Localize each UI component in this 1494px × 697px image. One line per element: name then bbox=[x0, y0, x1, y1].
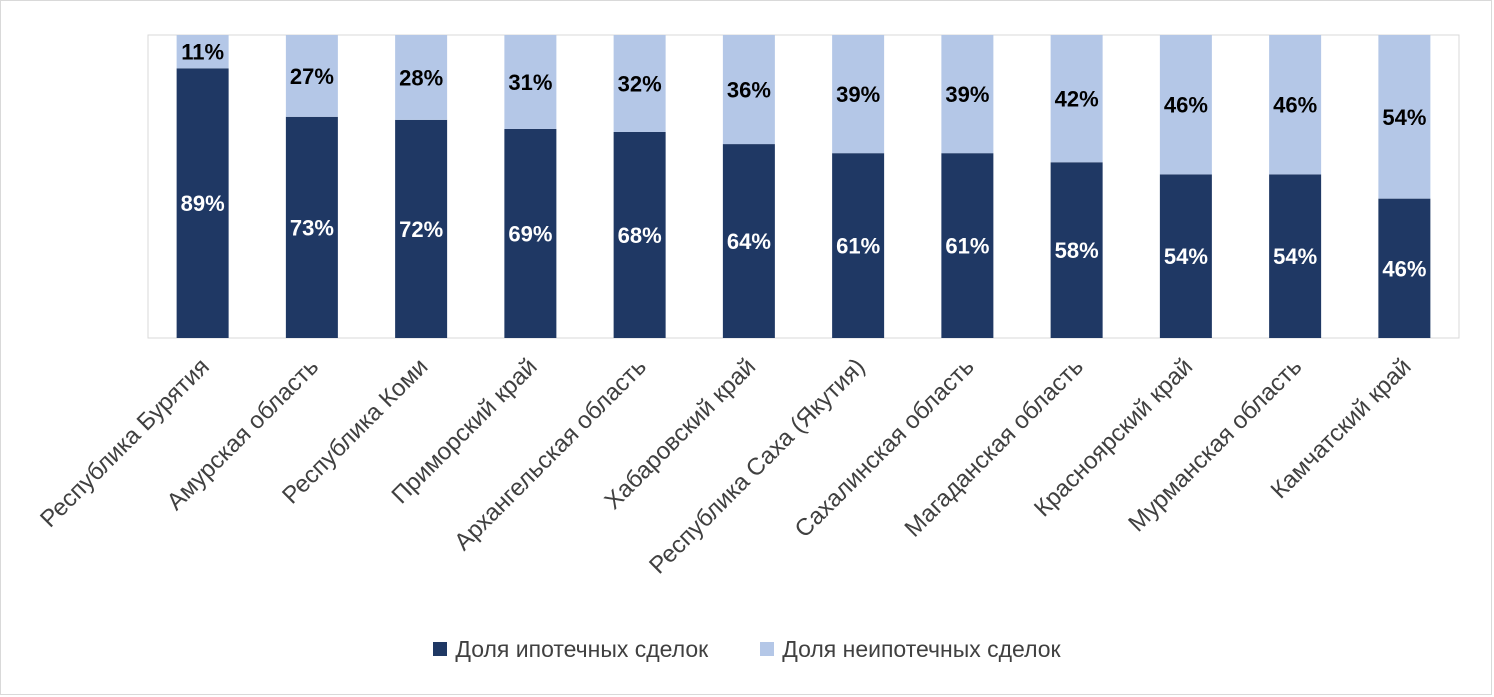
data-label-non-mortgage-2: 28% bbox=[399, 65, 443, 90]
legend-item-non-mortgage: Доля неипотечных сделок bbox=[760, 635, 1061, 663]
data-label-mortgage-6: 61% bbox=[836, 234, 880, 259]
data-label-mortgage-4: 68% bbox=[618, 223, 662, 248]
bar-mortgage-6 bbox=[832, 153, 885, 338]
data-label-non-mortgage-3: 31% bbox=[508, 70, 552, 95]
bar-non-mortgage-5 bbox=[722, 35, 775, 145]
bar-mortgage-5 bbox=[722, 144, 775, 338]
bar-mortgage-9 bbox=[1159, 174, 1212, 338]
legend-label-mortgage: Доля ипотечных сделок bbox=[455, 635, 709, 662]
legend-swatch-mortgage bbox=[433, 642, 448, 656]
category-label-7: Сахалинская область bbox=[790, 353, 980, 543]
bar-non-mortgage-8 bbox=[1050, 35, 1103, 163]
data-label-mortgage-3: 69% bbox=[508, 221, 552, 246]
data-label-mortgage-10: 54% bbox=[1273, 244, 1317, 269]
data-label-non-mortgage-1: 27% bbox=[290, 64, 334, 89]
data-label-non-mortgage-10: 46% bbox=[1273, 93, 1317, 118]
bar-mortgage-0 bbox=[176, 68, 229, 338]
category-label-8: Магаданская область bbox=[900, 353, 1089, 542]
data-label-mortgage-11: 46% bbox=[1382, 256, 1426, 281]
plot-area bbox=[147, 34, 1460, 339]
data-label-non-mortgage-8: 42% bbox=[1055, 87, 1099, 112]
bar-non-mortgage-2 bbox=[395, 35, 448, 120]
category-label-4: Архангельская область bbox=[449, 353, 652, 556]
bar-mortgage-7 bbox=[941, 153, 994, 338]
data-label-non-mortgage-11: 54% bbox=[1382, 105, 1426, 130]
bar-mortgage-8 bbox=[1050, 162, 1103, 338]
bar-mortgage-1 bbox=[285, 116, 338, 338]
bar-non-mortgage-0 bbox=[176, 35, 229, 69]
bar-non-mortgage-3 bbox=[504, 35, 557, 129]
bar-mortgage-2 bbox=[395, 119, 448, 338]
data-label-mortgage-1: 73% bbox=[290, 215, 334, 240]
bar-mortgage-11 bbox=[1378, 198, 1431, 338]
data-label-non-mortgage-9: 46% bbox=[1164, 93, 1208, 118]
data-label-non-mortgage-6: 39% bbox=[836, 82, 880, 107]
data-label-mortgage-0: 89% bbox=[181, 191, 225, 216]
legend-swatch-non-mortgage bbox=[760, 642, 775, 656]
data-label-non-mortgage-0: 11% bbox=[181, 40, 224, 65]
data-label-mortgage-2: 72% bbox=[399, 217, 443, 242]
bar-non-mortgage-4 bbox=[613, 35, 666, 132]
data-label-mortgage-7: 61% bbox=[945, 234, 989, 259]
data-label-non-mortgage-4: 32% bbox=[618, 71, 662, 96]
bar-non-mortgage-10 bbox=[1269, 35, 1322, 175]
bar-non-mortgage-11 bbox=[1378, 35, 1431, 199]
category-label-6: Республика Саха (Якутия) bbox=[644, 353, 870, 579]
bar-mortgage-3 bbox=[504, 128, 557, 338]
bar-mortgage-4 bbox=[613, 131, 666, 338]
bar-non-mortgage-7 bbox=[941, 35, 994, 154]
bar-mortgage-10 bbox=[1269, 174, 1322, 338]
data-label-non-mortgage-7: 39% bbox=[945, 82, 989, 107]
legend: Доля ипотечных сделок Доля неипотечных с… bbox=[0, 633, 1494, 665]
bar-non-mortgage-6 bbox=[832, 35, 885, 154]
legend-item-mortgage: Доля ипотечных сделок bbox=[433, 636, 708, 663]
data-label-mortgage-5: 64% bbox=[727, 229, 771, 254]
data-label-non-mortgage-5: 36% bbox=[727, 78, 771, 103]
legend-label-non-mortgage: Доля неипотечных сделок bbox=[782, 635, 1061, 662]
bar-non-mortgage-9 bbox=[1159, 35, 1212, 175]
bar-non-mortgage-1 bbox=[285, 35, 338, 117]
data-label-mortgage-8: 58% bbox=[1055, 238, 1099, 263]
data-label-mortgage-9: 54% bbox=[1164, 244, 1208, 269]
